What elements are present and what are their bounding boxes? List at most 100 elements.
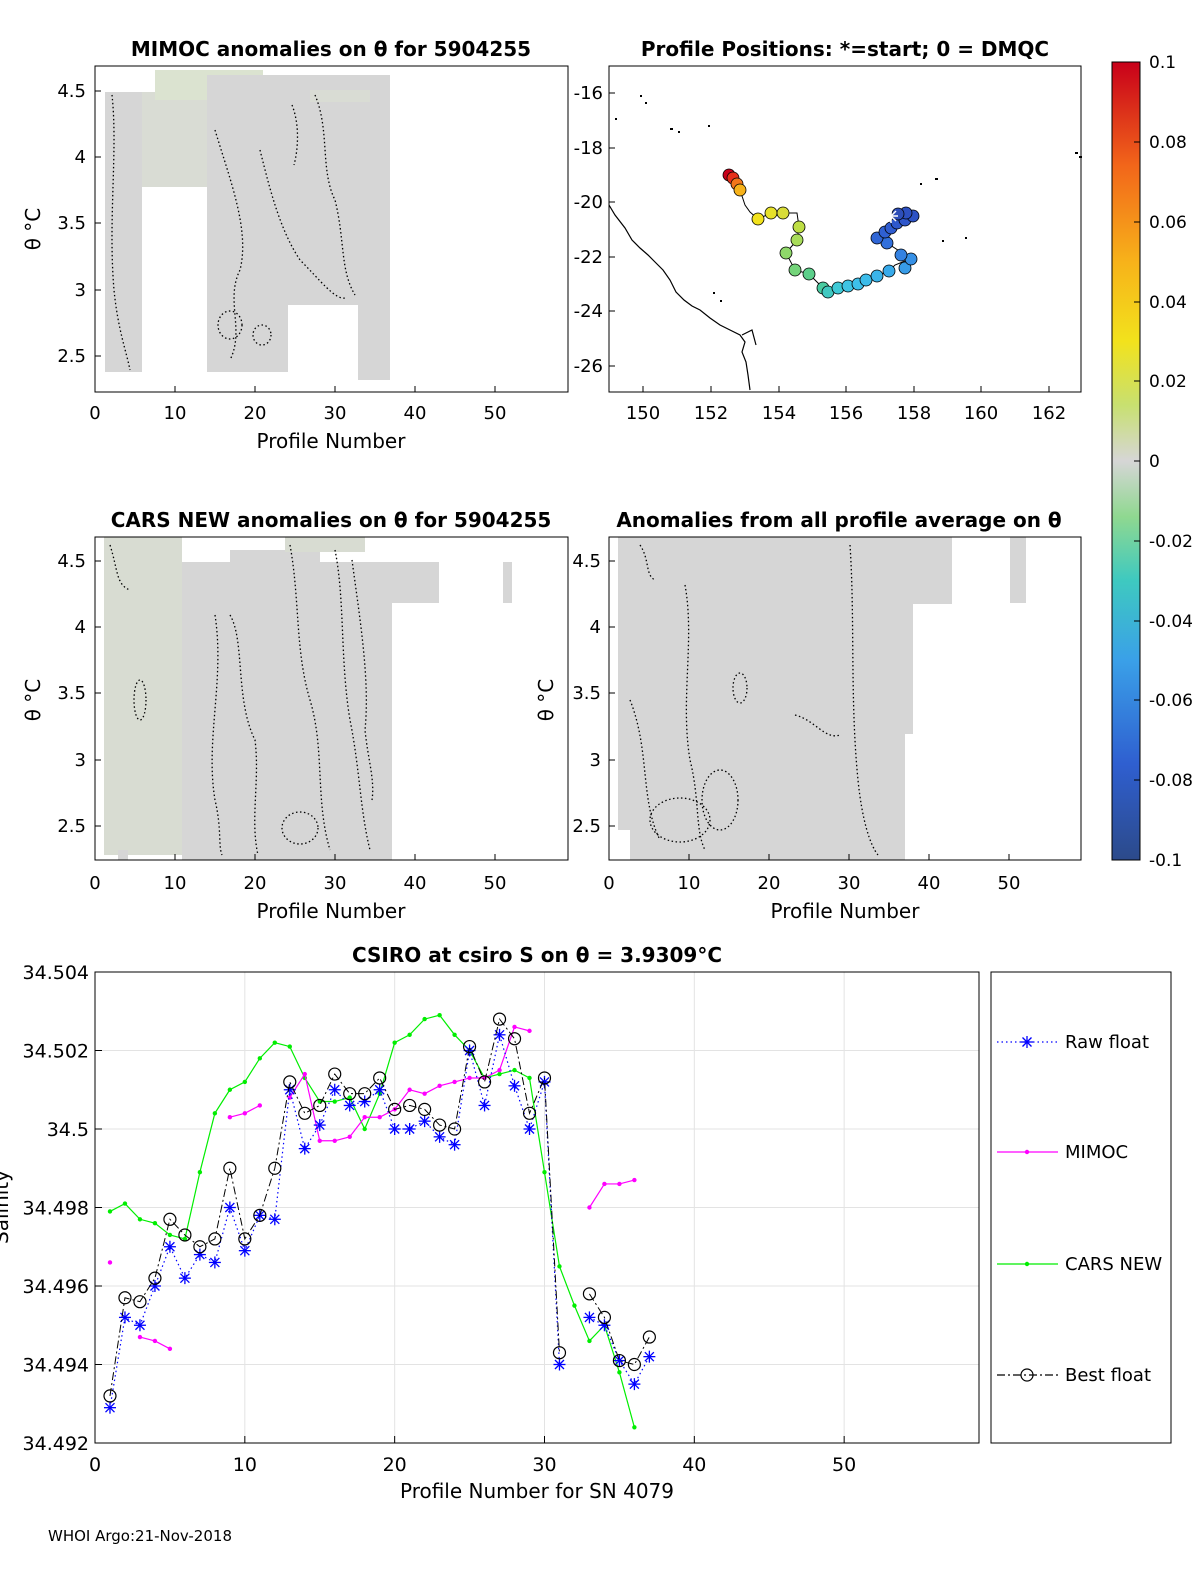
point-mimoc xyxy=(242,1111,248,1116)
legend-label: CARS NEW xyxy=(1065,1254,1162,1275)
point-raw-float xyxy=(388,1123,401,1135)
point-raw-float xyxy=(298,1142,311,1155)
panel-cars: CARS NEW anomalies on θ for 5904255 0 1 xyxy=(21,508,569,923)
allprofile-ytick: 2.5 xyxy=(572,816,601,837)
point-cars-new xyxy=(557,1264,562,1269)
mimoc-xlabel: Profile Number xyxy=(257,429,407,453)
mimoc-ytick: 3 xyxy=(75,280,86,301)
mimoc-ytick: 4.5 xyxy=(57,81,86,102)
point-cars-new xyxy=(107,1209,113,1214)
y-tick-label: 34.492 xyxy=(23,1433,89,1455)
allprofile-ytick: 3 xyxy=(590,750,601,771)
point-best-float xyxy=(238,1232,252,1246)
colorbar-tick: 0.04 xyxy=(1149,293,1187,313)
islands xyxy=(615,95,1082,302)
point-raw-float xyxy=(403,1123,416,1135)
legend-item-cars-new: CARS NEW xyxy=(997,1254,1162,1275)
point-best-float xyxy=(118,1291,132,1305)
mimoc-xtick: 20 xyxy=(244,403,267,424)
point-best-float xyxy=(208,1232,222,1246)
point-raw-float xyxy=(448,1138,461,1151)
point-mimoc xyxy=(497,1067,502,1073)
point-raw-float xyxy=(373,1083,386,1096)
point-mimoc xyxy=(632,1177,637,1183)
point-cars-new xyxy=(182,1236,188,1242)
positions-axes-box xyxy=(608,65,1082,393)
point-best-float xyxy=(612,1353,627,1368)
point-best-float xyxy=(193,1240,207,1254)
point-raw-float xyxy=(553,1358,566,1371)
point-raw-float xyxy=(223,1201,236,1214)
y-tick-label: 34.504 xyxy=(23,962,89,984)
point-raw-float xyxy=(583,1311,596,1324)
point-best-float xyxy=(507,1032,522,1046)
cars-anomaly-field xyxy=(104,537,512,860)
point-cars-new xyxy=(527,1075,532,1081)
cars-ytick: 3 xyxy=(75,750,86,771)
panel-mimoc: MIMOC anomalies on θ for 5904255 0 xyxy=(21,37,569,453)
point-mimoc xyxy=(317,1138,322,1143)
point-best-float xyxy=(642,1330,656,1344)
cars-ytick: 2.5 xyxy=(57,816,86,837)
cars-xtick: 50 xyxy=(484,873,507,894)
series-line-best-float xyxy=(589,1293,650,1366)
point-mimoc xyxy=(152,1338,158,1344)
point-best-float xyxy=(343,1087,357,1101)
colorbar-tick: -0.02 xyxy=(1149,532,1193,552)
point-best-float xyxy=(133,1295,147,1309)
mimoc-ytick: 4 xyxy=(75,147,86,168)
allprofile-xtick: 30 xyxy=(838,873,861,894)
point-mimoc xyxy=(332,1138,337,1143)
y-tick-label: 34.5 xyxy=(47,1119,89,1141)
allprofile-axes-box xyxy=(608,536,1082,861)
mimoc-ytick: 3.5 xyxy=(57,213,86,234)
x-tick-label: 0 xyxy=(89,1454,101,1476)
series-cars-new xyxy=(107,1012,637,1430)
point-best-float xyxy=(403,1098,417,1113)
point-best-float xyxy=(253,1208,267,1222)
point-cars-new xyxy=(617,1370,622,1375)
coastline xyxy=(608,204,757,391)
point-cars-new xyxy=(257,1056,263,1061)
cars-xtick: 20 xyxy=(244,873,267,894)
y-tick-label: 34.496 xyxy=(23,1276,89,1298)
series-mimoc xyxy=(107,1024,637,1352)
point-best-float xyxy=(148,1271,162,1285)
colorbar: 0.1 0.08 0.06 0.04 0.02 0 -0.02 -0.04 -0… xyxy=(1111,53,1193,871)
point-mimoc xyxy=(167,1346,173,1352)
mimoc-xtick: 10 xyxy=(164,403,187,424)
point-raw-float xyxy=(493,1028,506,1041)
colorbar-tick: 0 xyxy=(1149,452,1160,472)
mimoc-title: MIMOC anomalies on θ for 5904255 xyxy=(131,37,531,61)
allprofile-xtick: 10 xyxy=(678,873,701,894)
point-best-float xyxy=(223,1161,237,1175)
point-raw-float xyxy=(238,1244,251,1257)
colorbar-tick: -0.04 xyxy=(1149,612,1193,632)
panel-positions: Profile Positions: *=start; 0 = DMQC xyxy=(574,37,1082,424)
point-raw-float xyxy=(613,1354,626,1367)
point-cars-new xyxy=(587,1338,592,1344)
point-cars-new xyxy=(362,1126,367,1132)
point-raw-float xyxy=(418,1115,431,1128)
point-best-float xyxy=(268,1161,282,1175)
point-best-float xyxy=(328,1067,342,1081)
point-best-float xyxy=(283,1075,297,1089)
cars-xtick: 0 xyxy=(89,873,100,894)
allprofile-xlabel: Profile Number xyxy=(771,899,921,923)
positions-ytick: -26 xyxy=(574,356,603,377)
legend-marker xyxy=(1024,1261,1030,1267)
salinity-xlabel: Profile Number for SN 4079 xyxy=(400,1479,674,1503)
series-line-best-float xyxy=(109,1017,560,1396)
positions-ytick: -24 xyxy=(574,301,603,322)
point-best-float xyxy=(522,1106,537,1120)
allprofile-xtick: 50 xyxy=(998,873,1021,894)
point-mimoc xyxy=(422,1091,427,1096)
mimoc-axes-box xyxy=(94,65,569,393)
allprofile-ytick: 4.5 xyxy=(572,551,601,572)
panel-allprofile: Anomalies from all profile average on θ … xyxy=(534,508,1082,923)
allprofile-title: Anomalies from all profile average on θ xyxy=(616,508,1061,532)
point-cars-new xyxy=(497,1071,502,1077)
series-best-float xyxy=(103,1012,656,1403)
point-mimoc xyxy=(602,1181,607,1187)
